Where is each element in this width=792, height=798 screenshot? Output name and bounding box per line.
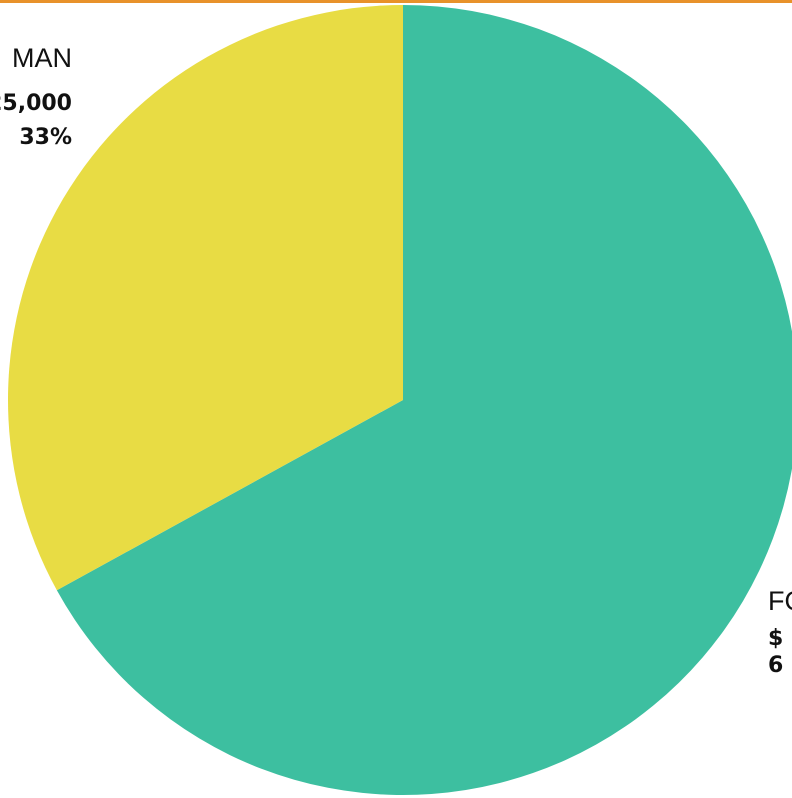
slice-label-group-fo: FO $6 [768, 586, 792, 678]
slice-value-label: 25,000 [0, 91, 72, 116]
slice-value-label: $ [768, 626, 783, 651]
top-rule [0, 0, 792, 3]
slice-label-group-man: MAN 25,000 33% [0, 43, 72, 150]
pie-slice-man [7, 4, 404, 591]
slice-name-label: FO [768, 586, 792, 616]
slice-percent-label: 6 [768, 653, 783, 678]
slice-name-label: MAN [12, 43, 72, 73]
pie-slice-fo [56, 5, 792, 795]
slice-percent-label: 33% [19, 125, 72, 150]
